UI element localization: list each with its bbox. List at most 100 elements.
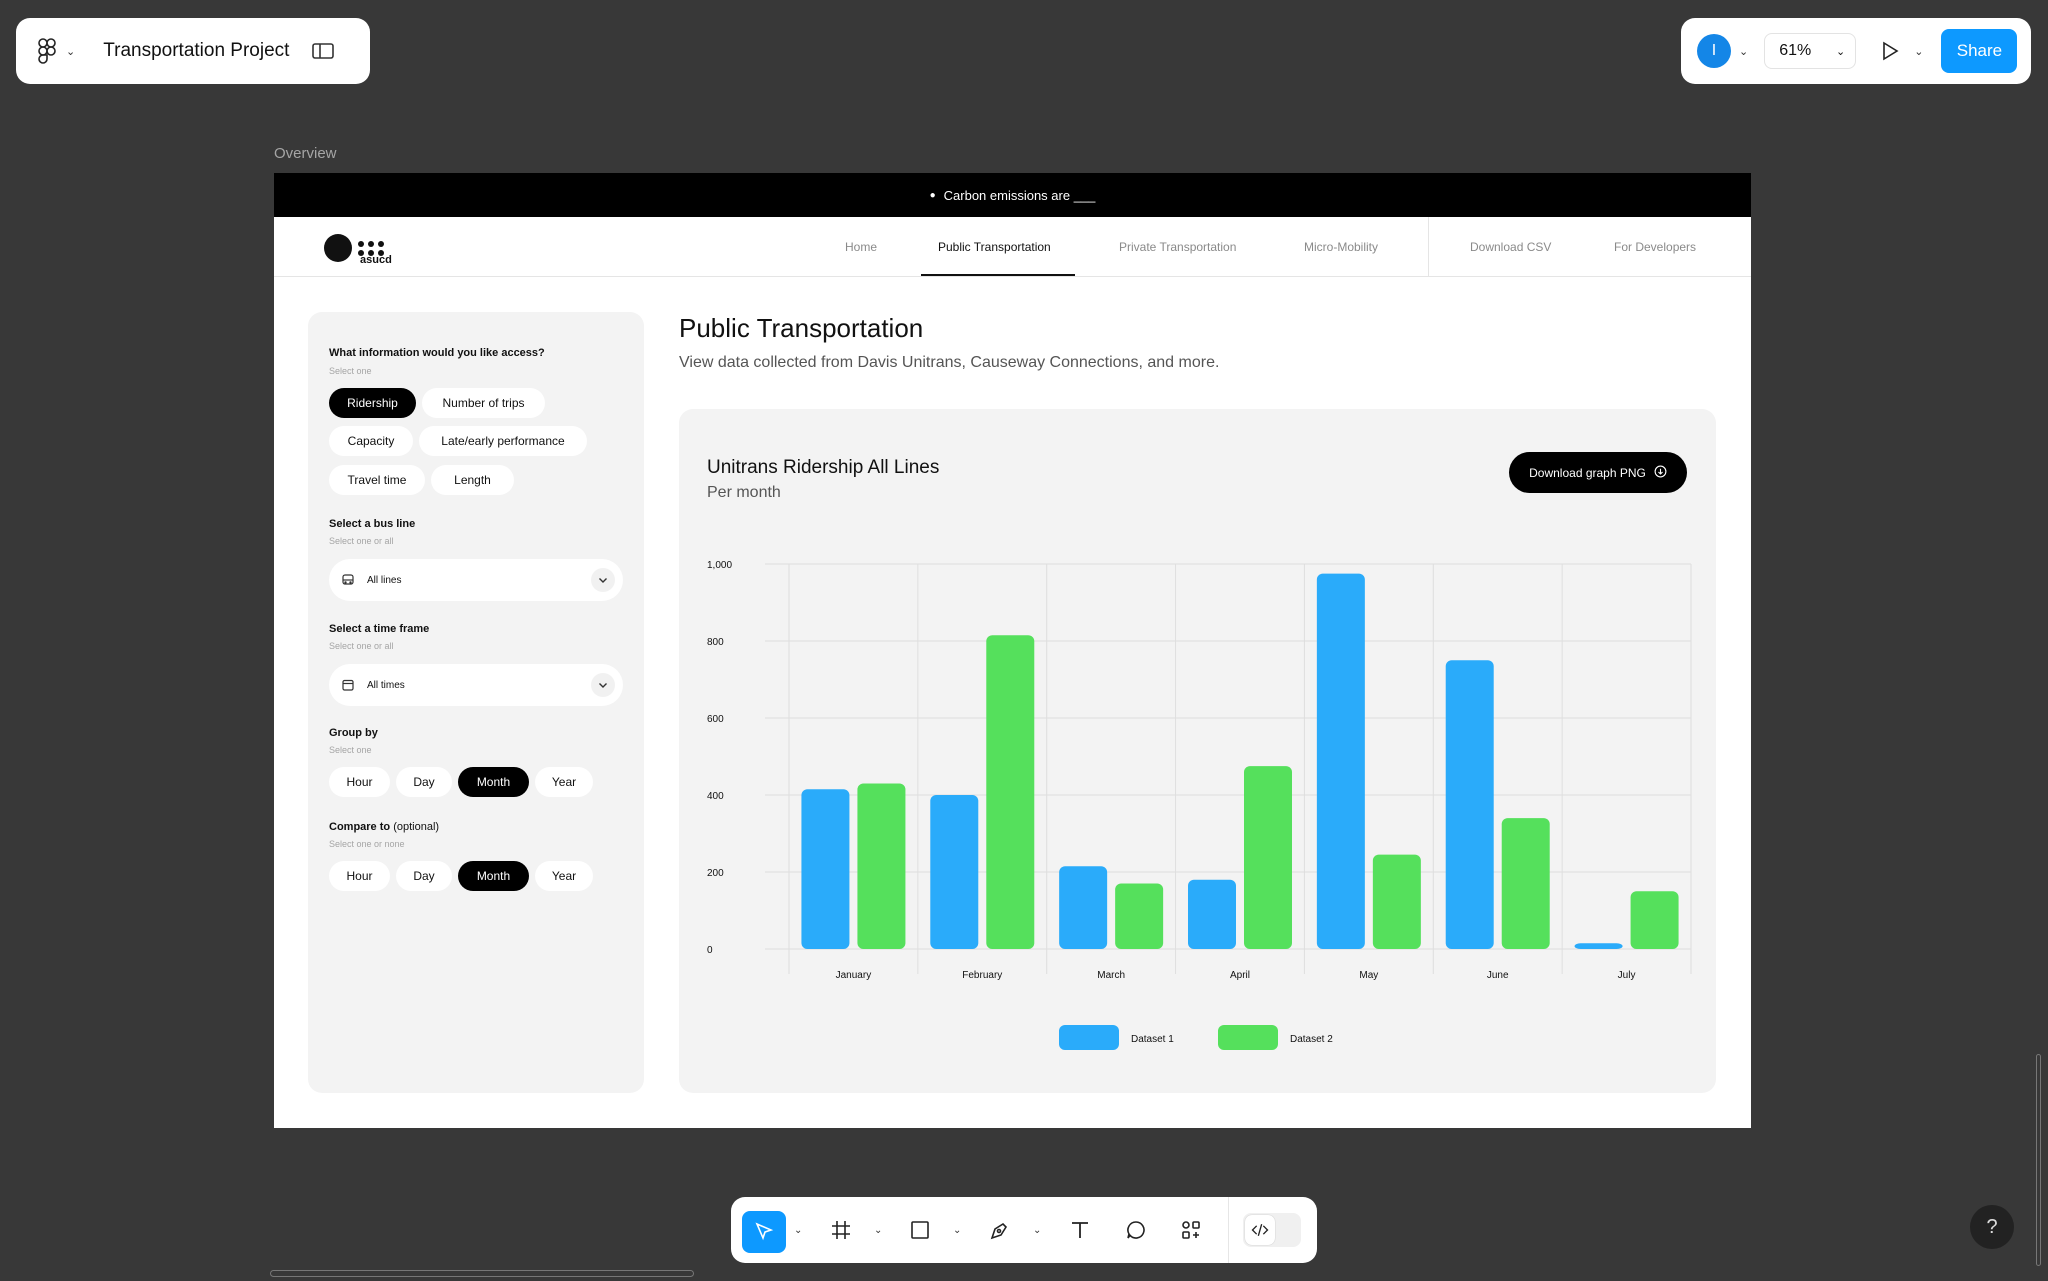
download-graph-label: Download graph PNG [1529,465,1646,480]
bar-dataset-2 [1244,766,1292,949]
chevron-down-icon[interactable]: ⌄ [953,1225,962,1236]
download-graph-button[interactable]: Download graph PNG [1509,452,1687,493]
bus-line-select[interactable]: All lines [329,559,623,601]
group-year[interactable]: Year [535,767,593,797]
zoom-dropdown[interactable]: 61% ⌄ [1764,33,1857,69]
asucd-logo[interactable]: asucd [324,234,392,266]
bullet-icon: ● [929,189,936,201]
y-tick-label: 400 [707,791,724,802]
bus-hint: Select one or all [329,536,394,546]
horizontal-scrollbar[interactable] [270,1270,694,1277]
pen-tool-icon[interactable] [983,1213,1017,1247]
vertical-scrollbar[interactable] [2036,1054,2041,1266]
group-question: Group by [329,727,378,739]
frame-tool-icon[interactable] [824,1213,858,1247]
bar-dataset-2 [857,783,906,949]
legend-label: Dataset 2 [1290,1034,1333,1045]
compare-hint: Select one or none [329,839,405,849]
rectangle-tool-icon[interactable] [903,1213,937,1247]
active-tab-indicator [921,274,1075,276]
time-hint: Select one or all [329,641,394,651]
time-frame-value: All times [367,679,405,691]
y-tick-label: 1,000 [707,560,732,571]
chevron-down-icon: ⌄ [1836,45,1846,58]
calendar-icon [341,678,355,692]
group-hint: Select one [329,745,372,755]
chevron-down-icon[interactable]: ⌄ [1739,45,1749,58]
project-title[interactable]: Transportation Project [103,40,290,61]
dev-mode-toggle[interactable] [1243,1213,1301,1247]
brand-name: asucd [360,254,392,266]
compare-day[interactable]: Day [396,861,452,891]
chevron-down-icon[interactable]: ⌄ [66,45,76,58]
logo-dots-icon [358,240,384,256]
chip-number-of-trips[interactable]: Number of trips [422,388,545,418]
legend-swatch [1059,1025,1119,1050]
chevron-down-icon[interactable]: ⌄ [1033,1225,1042,1236]
help-icon[interactable]: ? [1970,1205,2014,1249]
bar-dataset-1 [801,789,850,949]
x-tick-label: July [1618,970,1636,981]
chevron-down-icon[interactable]: ⌄ [794,1225,803,1236]
chip-length[interactable]: Length [431,465,514,495]
nav-public-transportation[interactable]: Public Transportation [938,240,1051,254]
chevron-down-icon [591,568,615,592]
chart-card: Unitrans Ridership All Lines Per month D… [679,409,1716,1093]
nav-download-csv[interactable]: Download CSV [1470,240,1552,254]
x-tick-label: February [962,970,1002,981]
move-tool-icon[interactable] [742,1211,786,1253]
y-tick-label: 800 [707,637,724,648]
chart-subtitle: Per month [707,484,781,501]
time-frame-select[interactable]: All times [329,664,623,706]
info-question: What information would you like access? [329,347,545,359]
nav-for-developers[interactable]: For Developers [1614,240,1697,254]
nav-divider [1428,217,1429,277]
play-icon[interactable] [1878,39,1902,63]
chip-travel-time[interactable]: Travel time [329,465,425,495]
avatar[interactable]: I [1697,34,1731,68]
comment-tool-icon[interactable] [1119,1213,1153,1247]
bar-dataset-1 [930,795,979,949]
bar-dataset-2 [986,635,1035,949]
group-month[interactable]: Month [458,767,529,797]
announcement-banner: ● Carbon emissions are ___ [274,173,1751,217]
compare-label: Compare to [329,821,391,833]
compare-month[interactable]: Month [458,861,529,891]
chevron-down-icon[interactable]: ⌄ [1914,45,1924,58]
chip-late-early-performance[interactable]: Late/early performance [419,426,587,456]
text-tool-icon[interactable] [1063,1213,1097,1247]
figma-logo-icon[interactable] [34,38,60,64]
site-navigation: asucd Home Public Transportation Private… [274,217,1751,277]
x-tick-label: May [1359,970,1378,981]
bar-dataset-2 [1501,818,1550,949]
sidebar-toggle-icon[interactable] [311,41,335,61]
y-tick-label: 0 [707,945,713,956]
x-tick-label: June [1487,970,1509,981]
compare-hour[interactable]: Hour [329,861,390,891]
logo-mark-icon [324,234,352,262]
banner-text: Carbon emissions are ___ [943,187,1096,203]
group-day[interactable]: Day [396,767,452,797]
compare-year[interactable]: Year [535,861,593,891]
components-tool-icon[interactable] [1174,1213,1208,1247]
nav-micro-mobility[interactable]: Micro-Mobility [1304,240,1379,254]
chip-ridership[interactable]: Ridership [329,388,416,418]
share-button[interactable]: Share [1941,29,2018,73]
chart-title: Unitrans Ridership All Lines [707,457,940,478]
file-menu-bar: ⌄ Transportation Project [16,18,370,84]
bus-icon [341,573,355,587]
x-tick-label: January [836,970,872,981]
chip-capacity[interactable]: Capacity [329,426,413,456]
chevron-down-icon[interactable]: ⌄ [874,1225,883,1236]
code-icon [1245,1215,1275,1245]
group-hour[interactable]: Hour [329,767,390,797]
time-question: Select a time frame [329,623,430,635]
bottom-toolbar: ⌄ ⌄ ⌄ ⌄ [731,1197,1317,1263]
bar-dataset-2 [1115,883,1164,949]
nav-home[interactable]: Home [845,240,878,254]
y-tick-label: 200 [707,868,724,879]
bar-chart: 0 200 400 600 800 1,000 January February March Ap… [707,560,1692,1050]
nav-private-transportation[interactable]: Private Transportation [1119,240,1237,254]
page-title: Public Transportation [679,313,924,343]
frame-label[interactable]: Overview [274,145,337,162]
